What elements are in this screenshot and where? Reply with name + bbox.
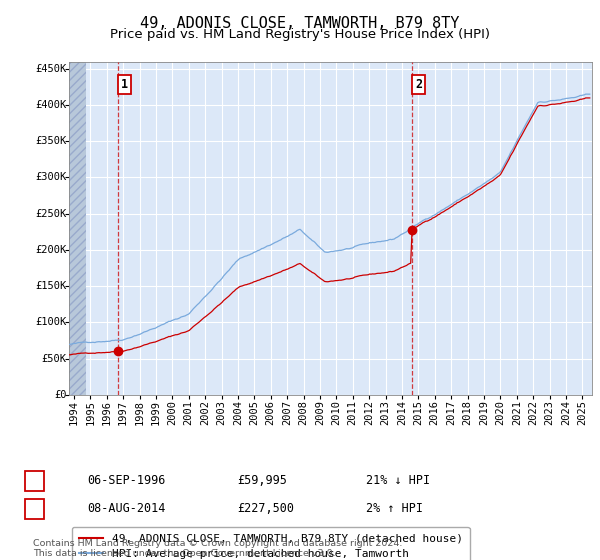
Text: £50K: £50K [41,353,67,363]
Text: Price paid vs. HM Land Registry's House Price Index (HPI): Price paid vs. HM Land Registry's House … [110,28,490,41]
Text: 2% ↑ HPI: 2% ↑ HPI [366,502,423,515]
Text: £200K: £200K [35,245,67,255]
Text: £59,995: £59,995 [237,474,287,487]
Text: £227,500: £227,500 [237,502,294,515]
Text: £400K: £400K [35,100,67,110]
Text: 1: 1 [121,78,128,91]
Text: 06-SEP-1996: 06-SEP-1996 [87,474,166,487]
Text: £150K: £150K [35,281,67,291]
Text: 21% ↓ HPI: 21% ↓ HPI [366,474,430,487]
Text: £250K: £250K [35,209,67,219]
Text: 49, ADONIS CLOSE, TAMWORTH, B79 8TY: 49, ADONIS CLOSE, TAMWORTH, B79 8TY [140,16,460,31]
Text: £300K: £300K [35,172,67,183]
Text: 1: 1 [31,474,38,487]
Text: 2: 2 [415,78,422,91]
Text: £350K: £350K [35,136,67,146]
Text: 08-AUG-2014: 08-AUG-2014 [87,502,166,515]
Text: £100K: £100K [35,318,67,328]
Text: £450K: £450K [35,64,67,74]
Text: Contains HM Land Registry data © Crown copyright and database right 2024.
This d: Contains HM Land Registry data © Crown c… [33,539,403,558]
Text: £0: £0 [54,390,67,400]
Text: 2: 2 [31,502,38,515]
Bar [69,62,86,395]
Legend: 49, ADONIS CLOSE, TAMWORTH, B79 8TY (detached house), HPI: Average price, detach: 49, ADONIS CLOSE, TAMWORTH, B79 8TY (det… [72,527,470,560]
